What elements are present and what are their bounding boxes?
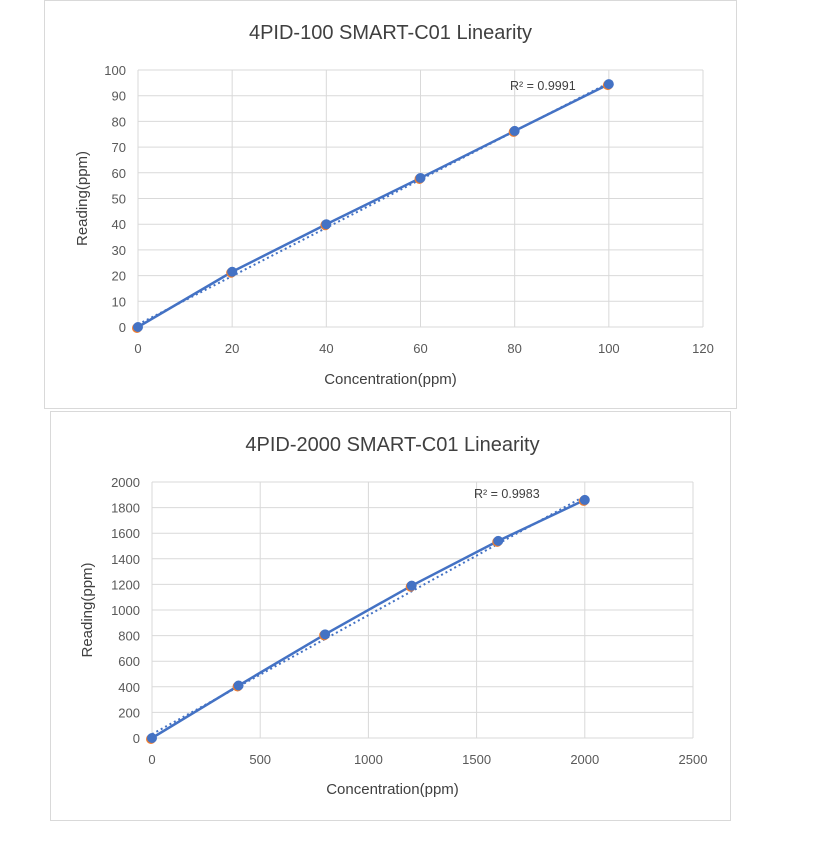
data-point	[603, 79, 614, 90]
y-tick-label: 1000	[111, 603, 140, 618]
x-tick-label: 120	[692, 341, 714, 356]
chart-title: 4PID-100 SMART-C01 Linearity	[249, 22, 532, 44]
data-point	[320, 629, 331, 640]
series-line	[137, 83, 610, 329]
chart-svg-100: 0 10 20 30 40 50 60 70 80 90 100 0 20 40 60 80 100 120 4PI…	[74, 22, 714, 388]
y-tick-label: 600	[118, 654, 140, 669]
x-tick-label: 20	[225, 341, 239, 356]
y-tick-label: 1800	[111, 501, 140, 516]
data-point	[579, 494, 590, 505]
x-tick-label: 40	[319, 341, 333, 356]
x-tick-label: 0	[148, 752, 155, 767]
y-tick-label: 800	[118, 629, 140, 644]
x-tick-label: 100	[598, 341, 620, 356]
data-point	[415, 172, 426, 183]
x-tick-label: 2500	[679, 752, 708, 767]
data-point	[493, 535, 504, 546]
x-tick-label: 2000	[570, 752, 599, 767]
y-tick-label: 60	[112, 166, 126, 181]
y-axis-label: Reading(ppm)	[79, 562, 96, 657]
r-squared-label: R² = 0.9991	[510, 79, 576, 93]
x-tick-label: 1500	[462, 752, 491, 767]
x-tick-label: 500	[249, 752, 271, 767]
data-point	[406, 580, 417, 591]
data-point	[227, 266, 238, 277]
data-point	[133, 322, 143, 332]
y-tick-label: 1400	[111, 552, 140, 567]
linearity-chart-2000: 0 200 400 600 800 1000 1200 1400 1600 1800 2000 0 50…	[50, 411, 731, 821]
series-line	[151, 498, 586, 740]
data-point	[147, 733, 157, 743]
y-tick-label: 0	[133, 731, 140, 746]
x-tick-label: 60	[413, 341, 427, 356]
linearity-chart-100: 0 10 20 30 40 50 60 70 80 90 100 0 20 40 60 80 100 120 4PI…	[44, 0, 737, 409]
chart-title: 4PID-2000 SMART-C01 Linearity	[245, 434, 539, 456]
x-tick-label: 80	[507, 341, 521, 356]
y-tick-label: 20	[112, 269, 126, 284]
trendline	[151, 495, 586, 736]
y-tick-label: 200	[118, 705, 140, 720]
y-tick-label: 90	[112, 89, 126, 104]
r-squared-label: R² = 0.9983	[474, 487, 540, 501]
data-point	[509, 125, 520, 136]
y-tick-label: 0	[119, 320, 126, 335]
chart-svg-2000: 0 200 400 600 800 1000 1200 1400 1600 1800 2000 0 50…	[79, 434, 708, 798]
x-axis-label: Concentration(ppm)	[324, 371, 457, 388]
x-axis-label: Concentration(ppm)	[326, 781, 459, 798]
y-tick-label: 50	[112, 192, 126, 207]
y-tick-label: 80	[112, 114, 126, 129]
y-tick-label: 1200	[111, 577, 140, 592]
y-tick-label: 400	[118, 680, 140, 695]
y-tick-label: 2000	[111, 475, 140, 490]
y-axis-label: Reading(ppm)	[74, 151, 91, 246]
y-tick-label: 40	[112, 217, 126, 232]
data-point	[321, 219, 332, 230]
y-tick-label: 10	[112, 294, 126, 309]
y-tick-label: 30	[112, 243, 126, 258]
x-tick-label: 0	[134, 341, 141, 356]
y-tick-label: 100	[104, 63, 126, 78]
data-point	[233, 680, 244, 691]
y-tick-label: 70	[112, 140, 126, 155]
x-tick-label: 1000	[354, 752, 383, 767]
y-tick-label: 1600	[111, 526, 140, 541]
